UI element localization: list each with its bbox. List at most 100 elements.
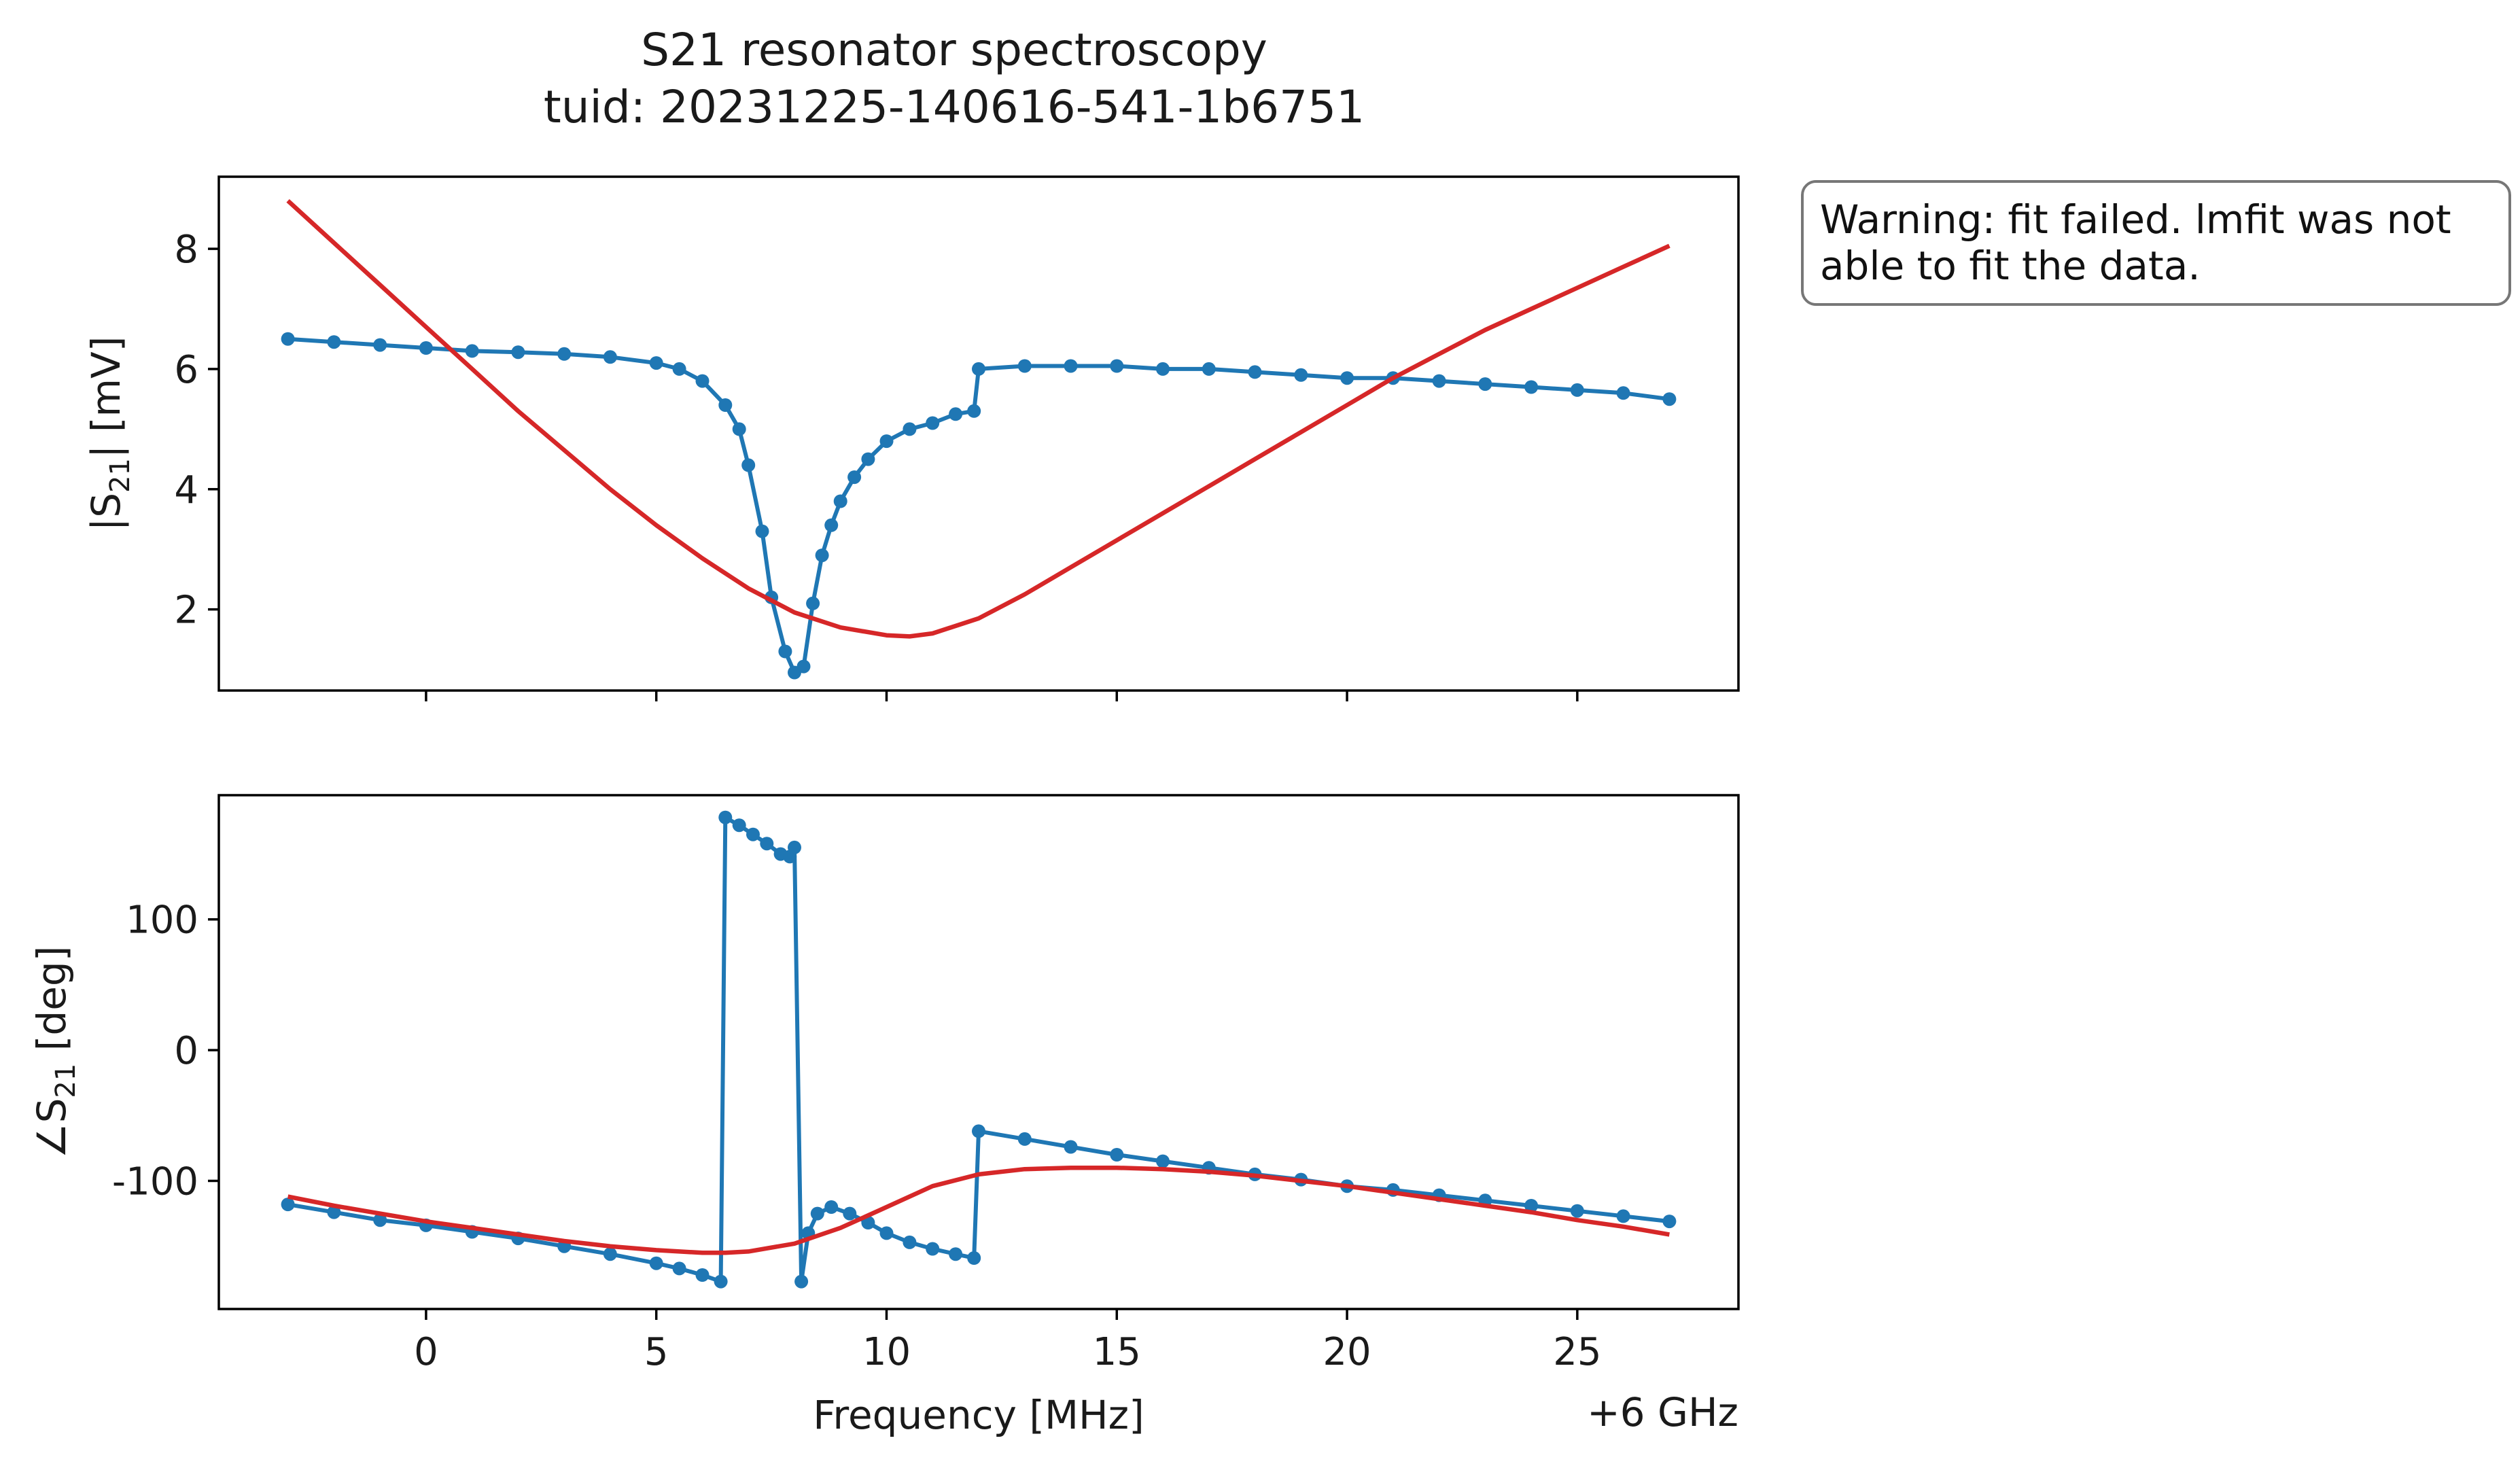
x-tick-label: 15 (1093, 1330, 1141, 1374)
data-point (649, 1256, 663, 1270)
data-point (1570, 1204, 1584, 1218)
x-offset-label: +6 GHz (1587, 1389, 1738, 1435)
data-point (732, 818, 746, 833)
magnitude-panel: 2 4 6 8 |S21| [mV] (83, 175, 1740, 701)
data-point (760, 837, 774, 851)
axes-frame (217, 175, 1740, 692)
data-point (1017, 1132, 1032, 1146)
data-point (861, 452, 875, 466)
data-point (794, 1274, 809, 1289)
data-point (879, 434, 894, 449)
data-point (1662, 392, 1677, 406)
data-point (755, 524, 769, 538)
y-tick-label: 6 (174, 348, 198, 392)
data-point (903, 1235, 917, 1249)
data-point (649, 356, 663, 370)
x-axis-label: Frequency [MHz] (813, 1392, 1144, 1438)
y-tick-label: 8 (174, 228, 198, 272)
data-point (695, 374, 710, 388)
data-point (603, 350, 617, 364)
data-point (949, 1247, 963, 1261)
fit-series-1 (287, 1165, 1670, 1255)
data-point (815, 548, 829, 563)
phase-panel: 0 5 10 15 20 25 100 0 -100 ∠S21 [deg] (29, 794, 1740, 1374)
data-point (714, 1274, 728, 1289)
data-point (903, 422, 917, 436)
y-tick-label: 4 (174, 468, 198, 512)
data-point (1616, 1209, 1630, 1223)
data-point (281, 1198, 295, 1212)
data-point (926, 416, 940, 430)
data-point (1478, 377, 1492, 391)
data-point (718, 398, 733, 412)
data-point (1524, 1199, 1539, 1212)
data-point (1156, 362, 1170, 376)
data-point (672, 1261, 686, 1276)
data-point (879, 1226, 894, 1240)
data-point (967, 1251, 981, 1265)
data-point (1110, 359, 1124, 373)
x-tick-label: 25 (1553, 1330, 1601, 1374)
fit-warning-box: Warning: fit failed. lmfit was not able … (1801, 180, 2511, 306)
data-point (1064, 1140, 1078, 1154)
data-point (718, 810, 733, 824)
data-point (327, 335, 341, 349)
x-tick-label: 10 (862, 1330, 911, 1374)
data-point (281, 332, 295, 346)
x-tick-label: 0 (414, 1330, 438, 1374)
data-point (465, 344, 479, 358)
data-point (327, 1205, 341, 1219)
data-point (603, 1247, 617, 1261)
data-point (1616, 386, 1630, 400)
data-point (1110, 1148, 1124, 1162)
data-point (741, 458, 756, 472)
fit-series-0 (286, 198, 1670, 639)
fit-line (286, 198, 1670, 639)
data-point (732, 422, 746, 436)
data-point (746, 827, 760, 841)
data-point (806, 596, 820, 610)
x-tick-label: 20 (1323, 1330, 1371, 1374)
data-point (797, 659, 811, 674)
fit-line (287, 1165, 1670, 1255)
y-tick-label: 100 (126, 898, 198, 943)
data-point (1248, 365, 1262, 379)
data-line (287, 336, 1670, 675)
data-point (843, 1206, 857, 1221)
data-series-0 (281, 332, 1677, 680)
chart-title-line1: S21 resonator spectroscopy (641, 24, 1267, 76)
data-point (1570, 383, 1584, 397)
data-point (967, 404, 981, 418)
y-axis-label: |S21| [mV] (83, 336, 136, 531)
data-point (1432, 374, 1446, 388)
data-point (672, 362, 686, 376)
data-point (810, 1206, 824, 1221)
data-point (972, 362, 985, 376)
x-tick-label: 5 (644, 1330, 669, 1374)
y-axis-label: ∠S21 [deg] (29, 946, 82, 1159)
data-point (1294, 368, 1308, 382)
data-point (419, 341, 433, 355)
data-point (1156, 1154, 1170, 1168)
data-point (788, 840, 801, 854)
data-point (557, 347, 572, 361)
data-point (373, 338, 387, 352)
axes-frame (217, 794, 1740, 1310)
data-point (778, 644, 792, 659)
data-point (1524, 380, 1539, 394)
data-point (695, 1268, 710, 1282)
data-point (373, 1213, 387, 1227)
data-point (847, 470, 862, 485)
y-tick-label: 0 (174, 1029, 198, 1073)
data-point (833, 494, 847, 508)
data-series-1 (281, 810, 1677, 1289)
y-tick-label: -100 (112, 1159, 198, 1204)
data-point (1064, 359, 1078, 373)
data-point (949, 407, 963, 421)
data-point (511, 345, 525, 360)
data-point (824, 518, 839, 532)
data-point (1017, 359, 1032, 373)
chart-title-line2: tuid: 20231225-140616-541-1b6751 (544, 81, 1365, 133)
data-point (1340, 371, 1354, 385)
data-point (1202, 362, 1216, 376)
